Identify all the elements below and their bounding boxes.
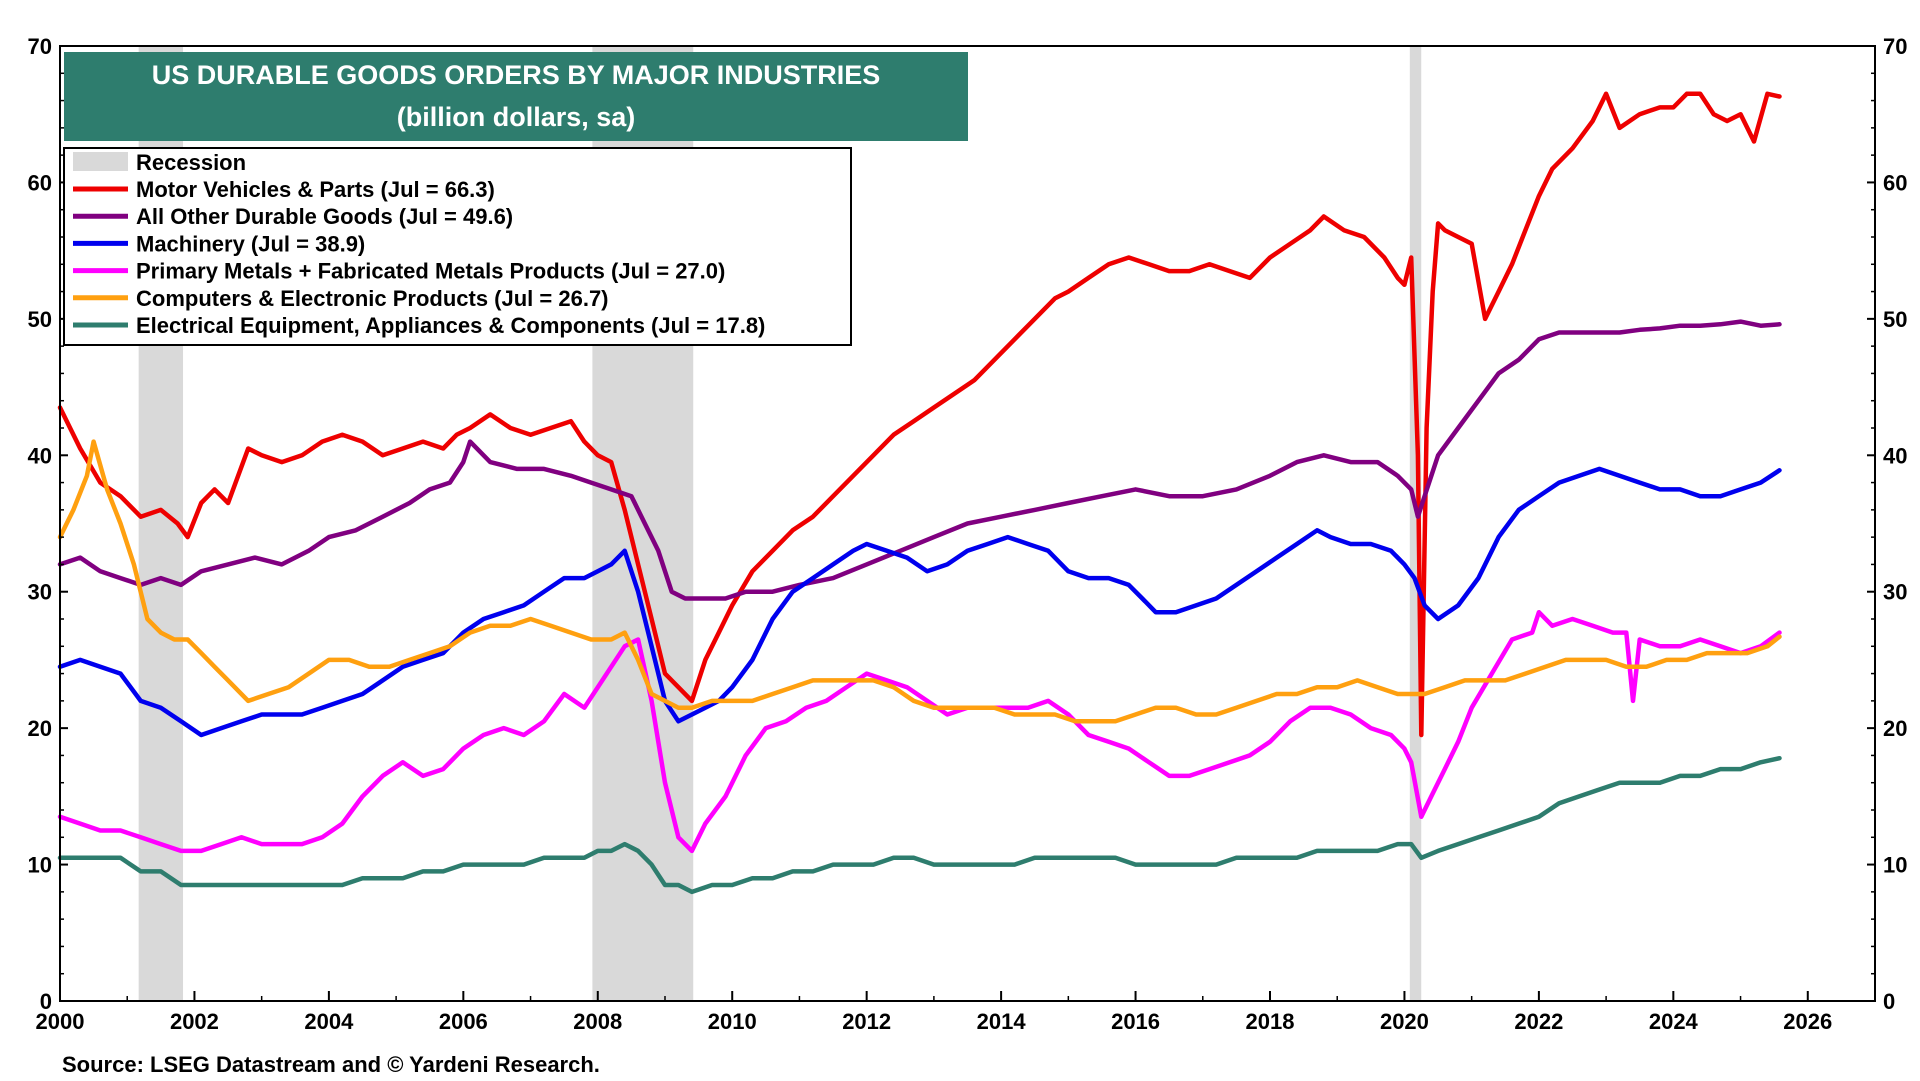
x-tick-label: 2018	[1246, 1009, 1295, 1034]
source-note: Source: LSEG Datastream and © Yardeni Re…	[62, 1052, 600, 1077]
x-tick-label: 2004	[304, 1009, 354, 1034]
y-tick-label-left: 50	[28, 307, 52, 332]
x-tick-label: 2020	[1380, 1009, 1429, 1034]
y-tick-label-right: 0	[1883, 989, 1895, 1014]
x-tick-label: 2022	[1514, 1009, 1563, 1034]
series-line-electrical	[57, 755, 1782, 895]
legend-label-motor: Motor Vehicles & Parts (Jul = 66.3)	[136, 177, 495, 202]
y-tick-label-right: 30	[1883, 580, 1907, 605]
y-tick-label-left: 30	[28, 580, 52, 605]
legend-label-other: All Other Durable Goods (Jul = 49.6)	[136, 204, 513, 229]
x-tick-label: 2012	[842, 1009, 891, 1034]
x-tick-label: 2024	[1649, 1009, 1699, 1034]
recession-band-3	[1409, 46, 1422, 1001]
title-background	[64, 52, 968, 141]
y-tick-label-right: 70	[1883, 34, 1907, 59]
y-tick-label-right: 50	[1883, 307, 1907, 332]
chart-title: US DURABLE GOODS ORDERS BY MAJOR INDUSTR…	[152, 60, 881, 90]
y-tick-label-right: 40	[1883, 443, 1907, 468]
y-tick-label-left: 60	[28, 170, 52, 195]
legend-label-metals: Primary Metals + Fabricated Metals Produ…	[136, 259, 725, 284]
legend-label-machinery: Machinery (Jul = 38.9)	[136, 231, 365, 256]
series-line-machinery	[57, 466, 1782, 738]
legend: Recession Motor Vehicles & Parts (Jul = …	[63, 147, 852, 346]
x-tick-label: 2000	[36, 1009, 85, 1034]
y-tick-label-left: 0	[40, 989, 52, 1014]
x-tick-label: 2014	[977, 1009, 1027, 1034]
axis-ticks	[59, 45, 1875, 1002]
legend-box	[63, 147, 852, 346]
y-tick-label-left: 70	[28, 34, 52, 59]
x-tick-label: 2006	[439, 1009, 488, 1034]
x-tick-label: 2002	[170, 1009, 219, 1034]
y-tick-label-left: 10	[28, 853, 52, 878]
series-line-motor	[57, 91, 1782, 738]
legend-swatch-recession	[73, 152, 128, 171]
y-tick-label-left: 20	[28, 716, 52, 741]
series-line-computers	[57, 439, 1782, 724]
series-line-other	[57, 319, 1782, 601]
chart-subtitle: (billion dollars, sa)	[397, 102, 636, 132]
plot-frame	[59, 45, 1876, 1002]
y-tick-label-right: 10	[1883, 853, 1907, 878]
legend-label-recession: Recession	[136, 150, 246, 175]
legend-label-electrical: Electrical Equipment, Appliances & Compo…	[136, 313, 765, 338]
title-box: US DURABLE GOODS ORDERS BY MAJOR INDUSTR…	[64, 52, 968, 141]
series-lines	[57, 91, 1782, 895]
series-line-metals	[57, 609, 1782, 854]
x-tick-label: 2010	[708, 1009, 757, 1034]
y-tick-label-right: 60	[1883, 170, 1907, 195]
x-tick-label: 2026	[1783, 1009, 1832, 1034]
y-tick-label-left: 40	[28, 443, 52, 468]
y-tick-label-right: 20	[1883, 716, 1907, 741]
x-tick-label: 2016	[1111, 1009, 1160, 1034]
legend-label-computers: Computers & Electronic Products (Jul = 2…	[136, 286, 609, 311]
x-tick-label: 2008	[573, 1009, 622, 1034]
